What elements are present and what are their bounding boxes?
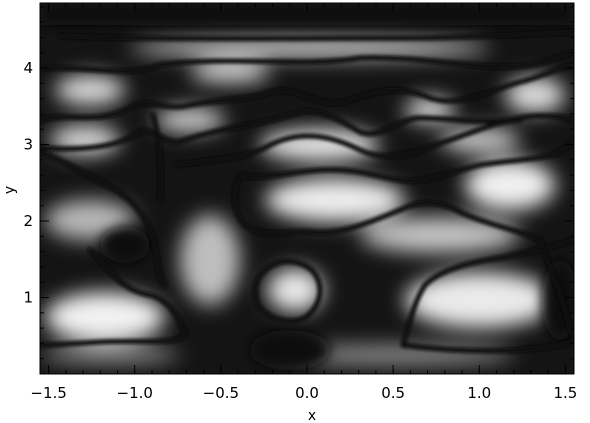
dark-regions xyxy=(40,3,574,370)
x-tick-label: 1.0 xyxy=(467,384,491,402)
x-axis-label: x xyxy=(308,408,316,423)
x-tick-label: −0.5 xyxy=(203,384,239,402)
bright-region xyxy=(45,292,165,342)
bright-region xyxy=(265,178,405,222)
contour xyxy=(237,137,574,184)
dark-region xyxy=(250,330,330,370)
heatmap-area xyxy=(40,3,574,374)
bright-region xyxy=(180,215,240,305)
bright-region xyxy=(155,108,225,132)
x-axis: −1.5 −1.0 −0.5 0.0 0.5 1.0 1.5 xyxy=(30,3,577,402)
contour xyxy=(400,339,574,354)
y-tick-label: 4 xyxy=(23,59,33,77)
contour xyxy=(400,237,574,348)
bright-region xyxy=(360,217,520,253)
contour xyxy=(40,247,188,348)
y-axis: 1 2 3 4 xyxy=(23,6,574,360)
dark-band xyxy=(40,3,574,25)
y-axis-label: y xyxy=(2,186,18,194)
y-tick-label: 1 xyxy=(23,289,33,307)
y-tick-label: 2 xyxy=(23,212,33,230)
bright-region xyxy=(465,160,555,210)
bright-region xyxy=(130,38,490,58)
dark-region xyxy=(100,227,150,263)
contour-lines xyxy=(40,29,574,354)
x-tick-label: −1.0 xyxy=(117,384,153,402)
bright-region xyxy=(190,62,270,82)
contour xyxy=(172,117,523,168)
bright-region xyxy=(40,347,180,363)
contour xyxy=(232,172,543,243)
x-tick-label: −1.5 xyxy=(30,384,66,402)
contour xyxy=(150,112,164,203)
contour xyxy=(537,237,574,343)
bright-region xyxy=(267,268,323,312)
y-tick-label: 3 xyxy=(23,136,33,154)
bright-region xyxy=(55,75,125,105)
x-tick-label: 0.5 xyxy=(381,384,405,402)
bright-region xyxy=(405,272,555,328)
x-tick-label: 1.5 xyxy=(553,384,577,402)
contour xyxy=(57,29,574,41)
x-tick-label: 0.0 xyxy=(295,384,319,402)
contour xyxy=(40,63,574,123)
contour xyxy=(40,149,168,288)
bright-region xyxy=(505,77,565,113)
contour xyxy=(252,258,323,324)
contour xyxy=(40,49,574,74)
